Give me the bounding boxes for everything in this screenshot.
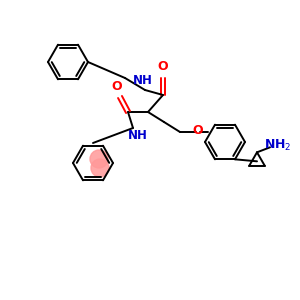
Text: NH: NH — [128, 129, 148, 142]
Text: O: O — [193, 124, 203, 136]
Text: NH: NH — [133, 74, 153, 87]
Circle shape — [91, 159, 109, 177]
Circle shape — [90, 150, 108, 168]
Text: O: O — [158, 60, 168, 73]
Text: O: O — [112, 80, 122, 93]
Text: NH$_2$: NH$_2$ — [264, 138, 292, 153]
